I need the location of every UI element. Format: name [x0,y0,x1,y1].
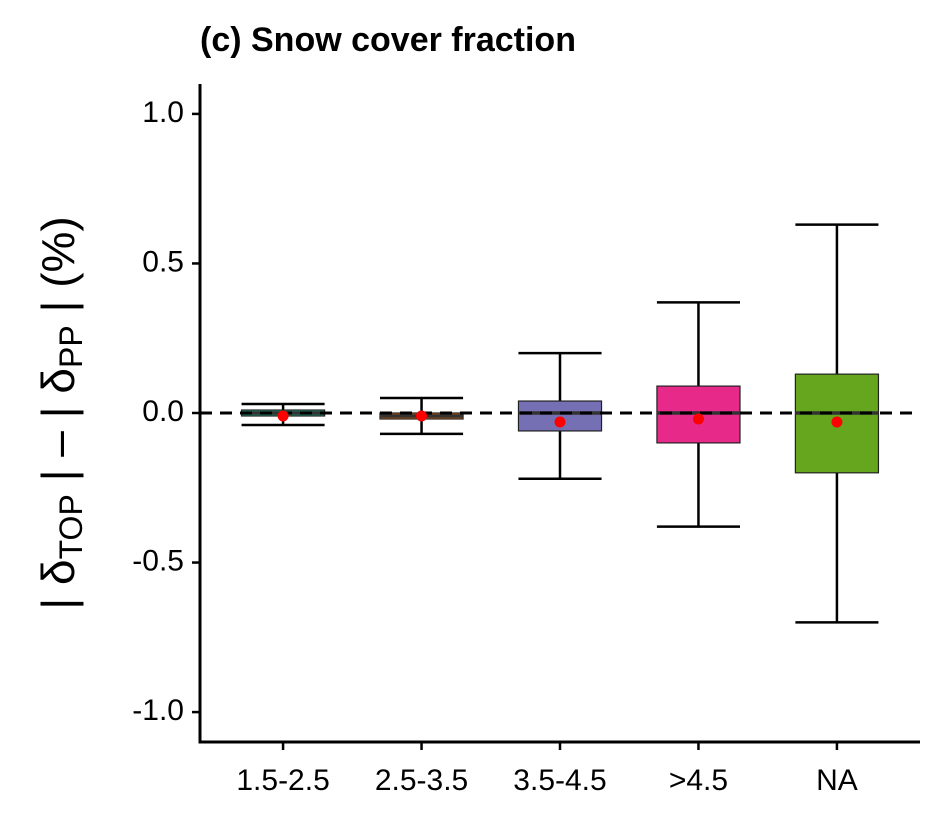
mean-point [416,410,428,422]
x-tick-label: 3.5-4.5 [513,764,606,797]
mean-point [692,413,704,425]
x-tick-label: NA [816,764,858,797]
y-tick-label: 0.0 [142,395,184,428]
y-label-part: | – | δ [32,368,84,494]
y-tick-label: -0.5 [132,544,184,577]
mean-point [554,416,566,428]
y-label-part: | δ [32,559,84,609]
y-tick-label: -1.0 [132,694,184,727]
y-label-sub: PP [53,325,89,368]
y-tick-label: 1.0 [142,96,184,129]
x-tick-label: 1.5-2.5 [236,764,329,797]
chart-title: (c) Snow cover fraction [200,21,576,59]
y-label-sub: TOP [53,494,89,559]
y-axis-label: | δTOP | – | δPP | (%) [32,216,89,610]
y-label-part: | (%) [32,216,84,325]
mean-point [277,410,289,422]
x-tick-label: 2.5-3.5 [375,764,468,797]
x-tick-label: >4.5 [669,764,728,797]
mean-point [831,416,843,428]
y-tick-label: 0.5 [142,245,184,278]
